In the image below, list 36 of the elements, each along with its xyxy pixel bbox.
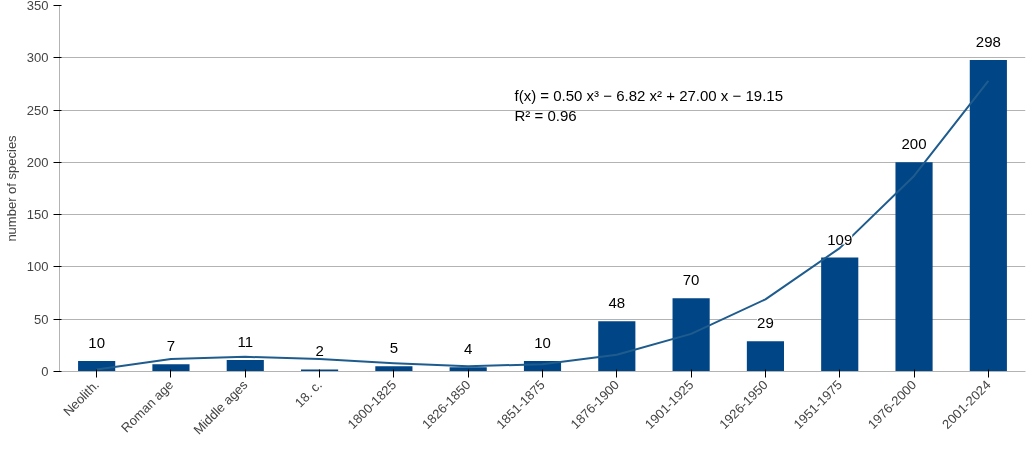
bar [449,367,487,372]
bar [895,162,933,372]
data-label: 298 [975,32,1001,50]
y-tick-label: 350 [26,0,49,13]
bar [746,341,784,372]
data-label: 10 [534,334,551,352]
y-tick-label: 50 [34,311,49,327]
y-tick-label: 300 [26,50,49,66]
bar [226,360,264,372]
data-label: 11 [237,333,254,350]
bar [672,298,710,372]
data-label: 48 [608,294,626,312]
annotation: f(x) = 0.50 x³ − 6.82 x² + 27.00 x − 19.15 [514,86,783,104]
bar [301,369,339,372]
x-tick-label: 18. c. [291,377,325,411]
data-label: 109 [827,230,853,248]
data-label: 10 [88,334,105,352]
data-label: 7 [166,337,176,355]
annotation: R² = 0.96 [514,106,577,124]
data-label: 4 [464,340,473,358]
bar [152,364,190,372]
data-label: 2 [315,342,324,360]
y-axis-title: number of species [3,134,19,242]
bar [969,59,1007,372]
data-label: 5 [389,339,399,357]
bar [821,257,859,372]
y-tick-label: 0 [41,364,49,379]
data-label: 29 [757,314,774,332]
data-label: 200 [901,135,927,153]
bar [375,366,413,372]
y-tick-label: 150 [26,207,49,223]
bar [598,321,636,372]
data-label: 70 [682,271,700,289]
y-tick-label: 200 [26,154,49,170]
y-tick-label: 100 [26,259,49,275]
y-tick-label: 250 [26,102,49,118]
